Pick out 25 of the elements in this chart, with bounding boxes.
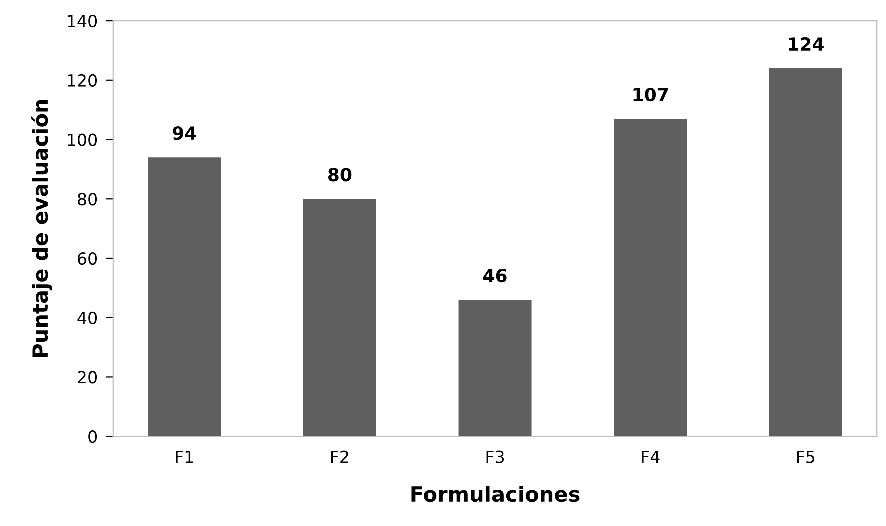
y-axis-title: Puntaje de evaluación (31, 100, 52, 357)
y-tick-label: 120 (68, 74, 98, 87)
y-tick-label: 60 (78, 252, 98, 266)
data-label: 94 (172, 126, 196, 140)
y-tick-label: 140 (68, 15, 98, 28)
y-tick-label: 100 (68, 134, 98, 146)
x-axis-title: Formulaciones (412, 486, 580, 502)
data-label: 80 (328, 168, 352, 182)
x-tick-label: F1 (176, 450, 194, 464)
data-label: 107 (634, 88, 668, 102)
bar (458, 300, 532, 437)
bar (303, 199, 376, 437)
x-tick-label: F3 (486, 450, 504, 464)
data-label: 46 (484, 269, 507, 283)
y-tick-label: 40 (78, 312, 98, 324)
x-tick-label: F2 (331, 450, 348, 464)
x-tick-label: F4 (642, 450, 660, 464)
y-tick-label: 0 (88, 430, 98, 444)
data-label: 124 (789, 37, 824, 51)
x-tick-label: F5 (797, 450, 815, 464)
y-tick-label: 80 (78, 193, 98, 206)
bar (769, 68, 842, 437)
bar (148, 158, 222, 437)
y-tick-label: 20 (78, 371, 98, 384)
bar (614, 118, 688, 437)
